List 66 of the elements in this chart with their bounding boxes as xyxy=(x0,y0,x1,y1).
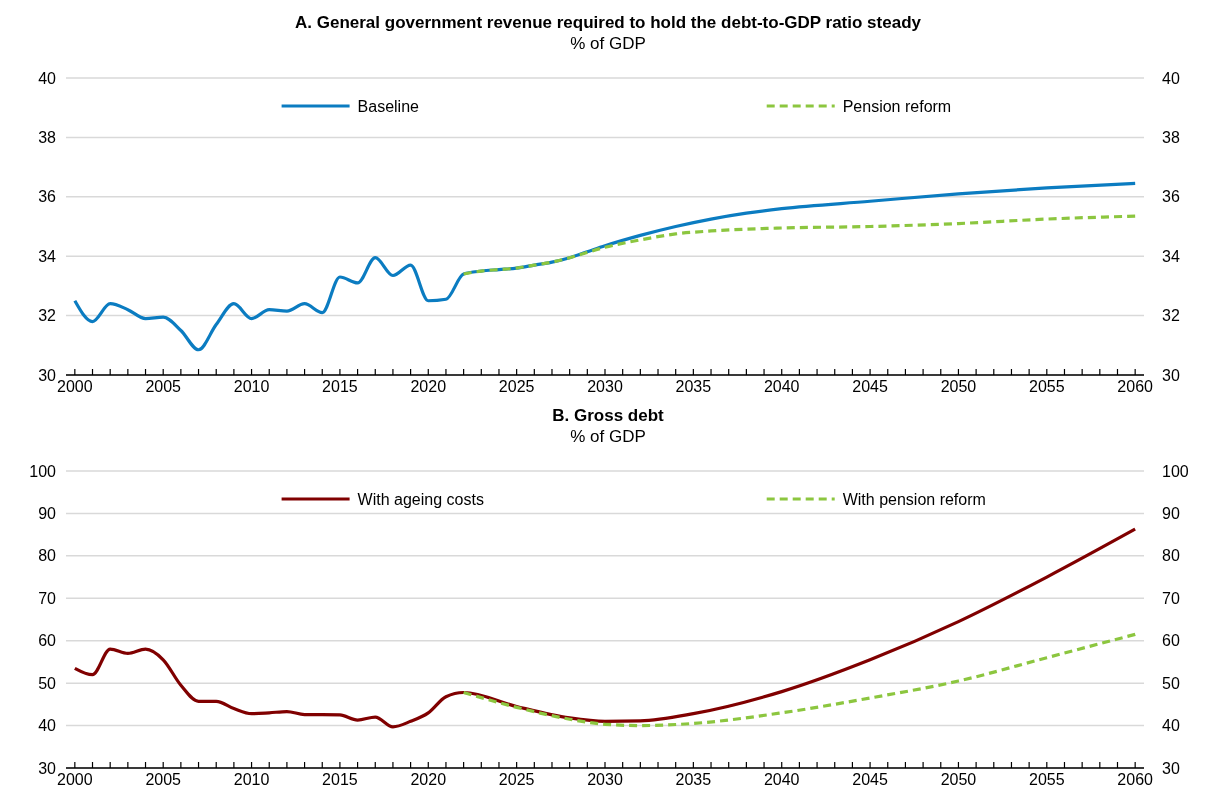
y2-tick-label: 90 xyxy=(1162,505,1180,523)
x-tick-label: 2005 xyxy=(145,378,182,395)
x-tick-label: 2020 xyxy=(410,378,447,395)
x-tick-label: 2035 xyxy=(675,378,712,395)
y-tick-label: 38 xyxy=(38,129,57,146)
x-tick-label: 2030 xyxy=(587,771,623,788)
x-tick-label: 2000 xyxy=(57,378,93,395)
x-tick-label: 2010 xyxy=(233,378,270,395)
x-tick-label: 2045 xyxy=(852,378,888,395)
x-tick-label: 2055 xyxy=(1029,771,1065,788)
y-tick-label: 60 xyxy=(38,632,57,650)
y2-tick-label: 30 xyxy=(1162,366,1180,384)
y2-tick-label: 32 xyxy=(1162,307,1180,325)
x-tick-label: 2015 xyxy=(322,378,358,395)
chart-subtitle: % of GDP xyxy=(570,34,646,53)
legend-label: Baseline xyxy=(357,97,420,115)
x-tick-label: 2010 xyxy=(233,771,270,788)
x-tick-label: 2050 xyxy=(940,771,977,788)
y-tick-label: 40 xyxy=(38,69,57,87)
line-series xyxy=(462,214,1137,276)
x-tick-label: 2060 xyxy=(1117,771,1154,788)
x-tick-label: 2040 xyxy=(763,378,800,395)
y-tick-label: 80 xyxy=(38,547,57,565)
x-tick-label: 2000 xyxy=(57,771,93,788)
x-tick-label: 2050 xyxy=(940,378,977,395)
line-series xyxy=(73,181,1137,352)
y-tick-label: 34 xyxy=(38,247,57,265)
y2-tick-label: 50 xyxy=(1162,674,1180,692)
legend-label: With ageing costs xyxy=(357,490,484,508)
x-tick-label: 2015 xyxy=(322,771,358,788)
y2-tick-label: 34 xyxy=(1162,247,1180,265)
legend-label: With pension reform xyxy=(842,490,986,508)
y-tick-label: 90 xyxy=(38,505,57,523)
y2-tick-label: 40 xyxy=(1162,69,1180,87)
y-tick-label: 50 xyxy=(38,674,57,692)
y2-tick-label: 60 xyxy=(1162,632,1180,650)
line-series xyxy=(73,527,1137,729)
y-tick-label: 32 xyxy=(38,307,57,325)
y-tick-label: 40 xyxy=(38,717,57,735)
x-tick-label: 2040 xyxy=(763,771,800,788)
y2-tick-label: 70 xyxy=(1162,589,1180,607)
y-tick-label: 36 xyxy=(38,188,57,206)
chart-subtitle: % of GDP xyxy=(570,427,646,446)
x-tick-label: 2025 xyxy=(498,378,535,395)
y-tick-label: 100 xyxy=(29,462,57,480)
x-tick-label: 2035 xyxy=(675,771,712,788)
y2-tick-label: 80 xyxy=(1162,547,1180,565)
x-tick-label: 2025 xyxy=(498,771,535,788)
x-tick-label: 2045 xyxy=(852,771,888,788)
x-tick-label: 2060 xyxy=(1117,378,1154,395)
line-series xyxy=(462,632,1137,728)
legend-label: Pension reform xyxy=(842,97,952,115)
y-tick-label: 70 xyxy=(38,589,57,607)
x-tick-label: 2020 xyxy=(410,771,447,788)
y2-tick-label: 30 xyxy=(1162,759,1180,777)
y2-tick-label: 100 xyxy=(1162,462,1189,480)
chart-title: A. General government revenue required to hold the debt-to-GDP ratio steady xyxy=(295,13,922,32)
x-tick-label: 2005 xyxy=(145,771,182,788)
y2-tick-label: 38 xyxy=(1162,129,1180,146)
chart-title: B. Gross debt xyxy=(552,406,665,425)
x-tick-label: 2030 xyxy=(587,378,623,395)
y2-tick-label: 36 xyxy=(1162,188,1180,206)
y-tick-label: 30 xyxy=(38,366,57,384)
x-tick-label: 2055 xyxy=(1029,378,1065,395)
y2-tick-label: 40 xyxy=(1162,717,1180,735)
y-tick-label: 30 xyxy=(38,759,57,777)
